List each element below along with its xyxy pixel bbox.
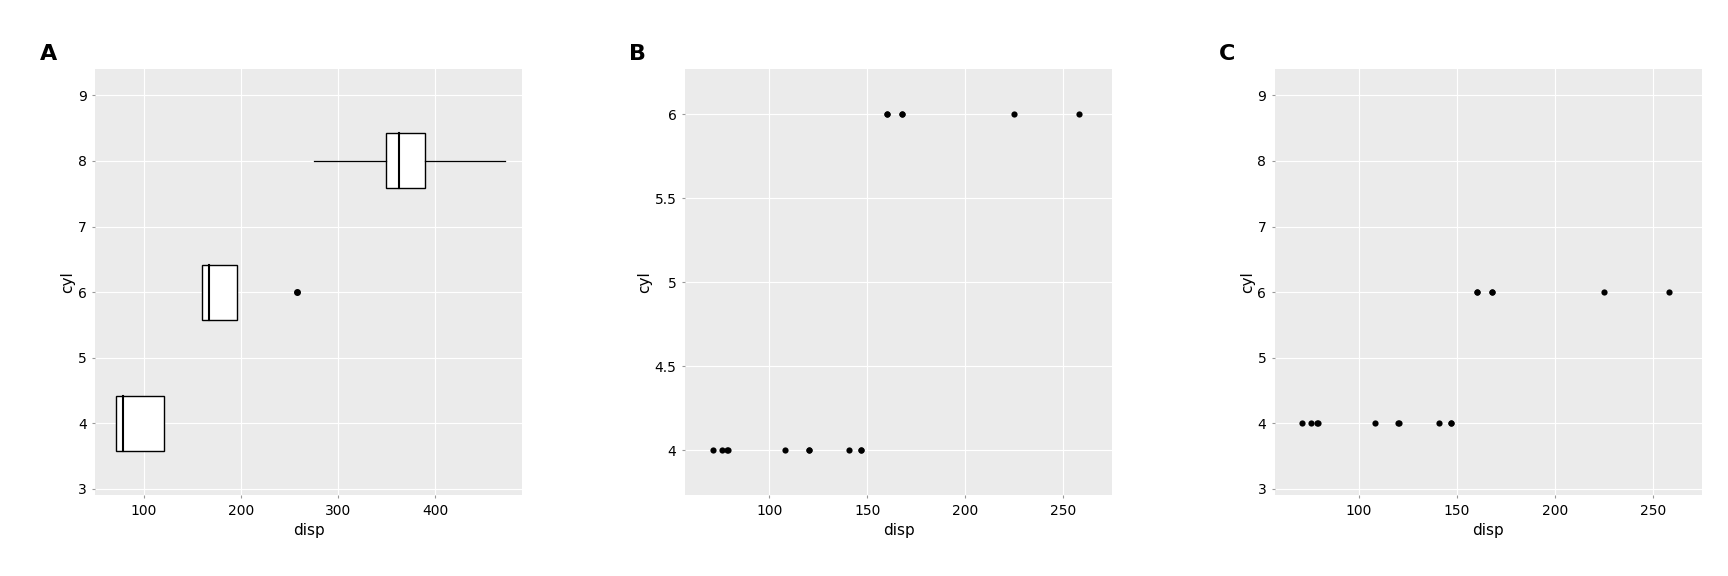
Point [1464,287,1491,297]
Point [714,445,741,454]
Point [873,110,900,119]
Point [698,445,726,454]
Point [795,445,823,454]
Bar [116,396,164,451]
Y-axis label: cyl: cyl [638,271,651,293]
Point [1384,419,1412,428]
Point [1362,419,1389,428]
Point [708,445,736,454]
Point [1289,419,1317,428]
X-axis label: disp: disp [1472,523,1505,538]
Point [795,445,823,454]
Text: C: C [1220,44,1236,63]
Y-axis label: cyl: cyl [1239,271,1255,293]
Text: A: A [40,44,57,63]
Text: B: B [629,44,646,63]
Point [1477,287,1505,297]
Bar [202,264,237,320]
Y-axis label: cyl: cyl [60,271,74,293]
X-axis label: disp: disp [883,523,914,538]
Point [873,110,900,119]
Point [1384,419,1412,428]
Point [847,445,874,454]
Point [1464,287,1491,297]
Point [1001,110,1028,119]
Point [283,287,311,297]
Point [714,445,741,454]
Point [1305,419,1332,428]
Point [1477,287,1505,297]
Point [1436,419,1464,428]
Point [1590,287,1617,297]
Point [1298,419,1325,428]
Point [1655,287,1683,297]
Point [1426,419,1453,428]
Point [847,445,874,454]
Point [1064,110,1092,119]
Point [835,445,862,454]
X-axis label: disp: disp [292,523,325,538]
Point [1303,419,1331,428]
Point [771,445,798,454]
Point [1436,419,1464,428]
Point [888,110,916,119]
Bar [387,134,425,188]
Point [888,110,916,119]
